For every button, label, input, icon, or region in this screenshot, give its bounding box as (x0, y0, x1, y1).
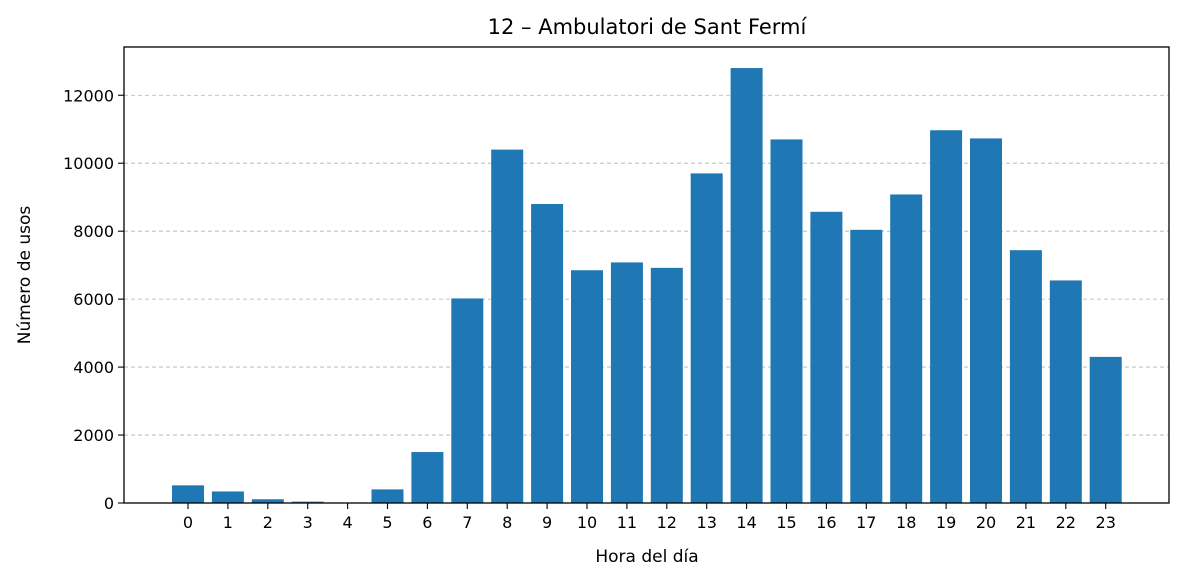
bar-22 (1049, 280, 1082, 503)
bar-23 (1089, 356, 1122, 503)
x-tick-label: 15 (776, 513, 796, 532)
x-tick-label: 12 (657, 513, 677, 532)
bar-8 (491, 149, 524, 503)
x-tick-label: 5 (382, 513, 392, 532)
x-tick-label: 8 (502, 513, 512, 532)
bar-2 (251, 499, 284, 503)
x-tick-label: 6 (422, 513, 432, 532)
bar-9 (531, 203, 564, 503)
x-tick-label: 3 (303, 513, 313, 532)
bar-18 (890, 194, 923, 503)
x-tick-label: 10 (577, 513, 597, 532)
chart-title: 12 – Ambulatori de Sant Fermí (488, 15, 808, 39)
bars (172, 68, 1122, 504)
x-tick-label: 7 (462, 513, 472, 532)
bar-1 (211, 491, 244, 503)
x-tick-label: 20 (976, 513, 996, 532)
bar-15 (770, 139, 803, 503)
bar-0 (172, 485, 204, 503)
y-tick-label: 10000 (63, 154, 114, 173)
x-tick-label: 1 (223, 513, 233, 532)
x-axis-label: Hora del día (595, 547, 698, 567)
x-tick-label: 21 (1016, 513, 1036, 532)
y-axis: 0 2000 4000 6000 8000 10000 12000 (63, 86, 124, 513)
bar-12 (650, 267, 683, 503)
bar-21 (1009, 250, 1042, 503)
y-tick-label: 4000 (73, 358, 114, 377)
x-tick-label: 23 (1096, 513, 1116, 532)
y-tick-label: 12000 (63, 86, 114, 105)
bar-14 (730, 68, 763, 503)
plot-frame (123, 46, 1170, 504)
x-tick-label: 19 (936, 513, 956, 532)
y-tick-label: 2000 (73, 426, 114, 445)
y-axis-label: Número de usos (15, 206, 35, 345)
y-tick-label: 6000 (73, 290, 114, 309)
bar-10 (571, 270, 603, 503)
x-tick-label: 17 (856, 513, 876, 532)
bar-20 (970, 138, 1002, 503)
bar-19 (930, 130, 963, 503)
bar-3 (291, 501, 324, 503)
x-tick-label: 13 (697, 513, 717, 532)
x-tick-label: 0 (183, 513, 193, 532)
x-tick-label: 22 (1056, 513, 1076, 532)
y-tick-label: 0 (104, 494, 114, 513)
x-tick-label: 11 (617, 513, 637, 532)
y-tick-label: 8000 (73, 222, 114, 241)
x-tick-label: 2 (263, 513, 273, 532)
x-tick-label: 18 (896, 513, 916, 532)
bar-16 (810, 211, 843, 503)
x-tick-label: 16 (816, 513, 836, 532)
bar-11 (610, 262, 643, 503)
bar-5 (371, 489, 404, 503)
bar-7 (451, 298, 484, 503)
x-tick-label: 9 (542, 513, 552, 532)
bar-13 (690, 173, 723, 503)
x-axis: 0 1 2 3 4 5 6 7 8 9 10 11 12 13 14 15 16 17 18 19 20 21 22 23 (183, 503, 1116, 532)
x-tick-label: 4 (343, 513, 353, 532)
bar-6 (411, 452, 444, 503)
x-tick-label: 14 (736, 513, 756, 532)
bar-17 (850, 229, 883, 504)
